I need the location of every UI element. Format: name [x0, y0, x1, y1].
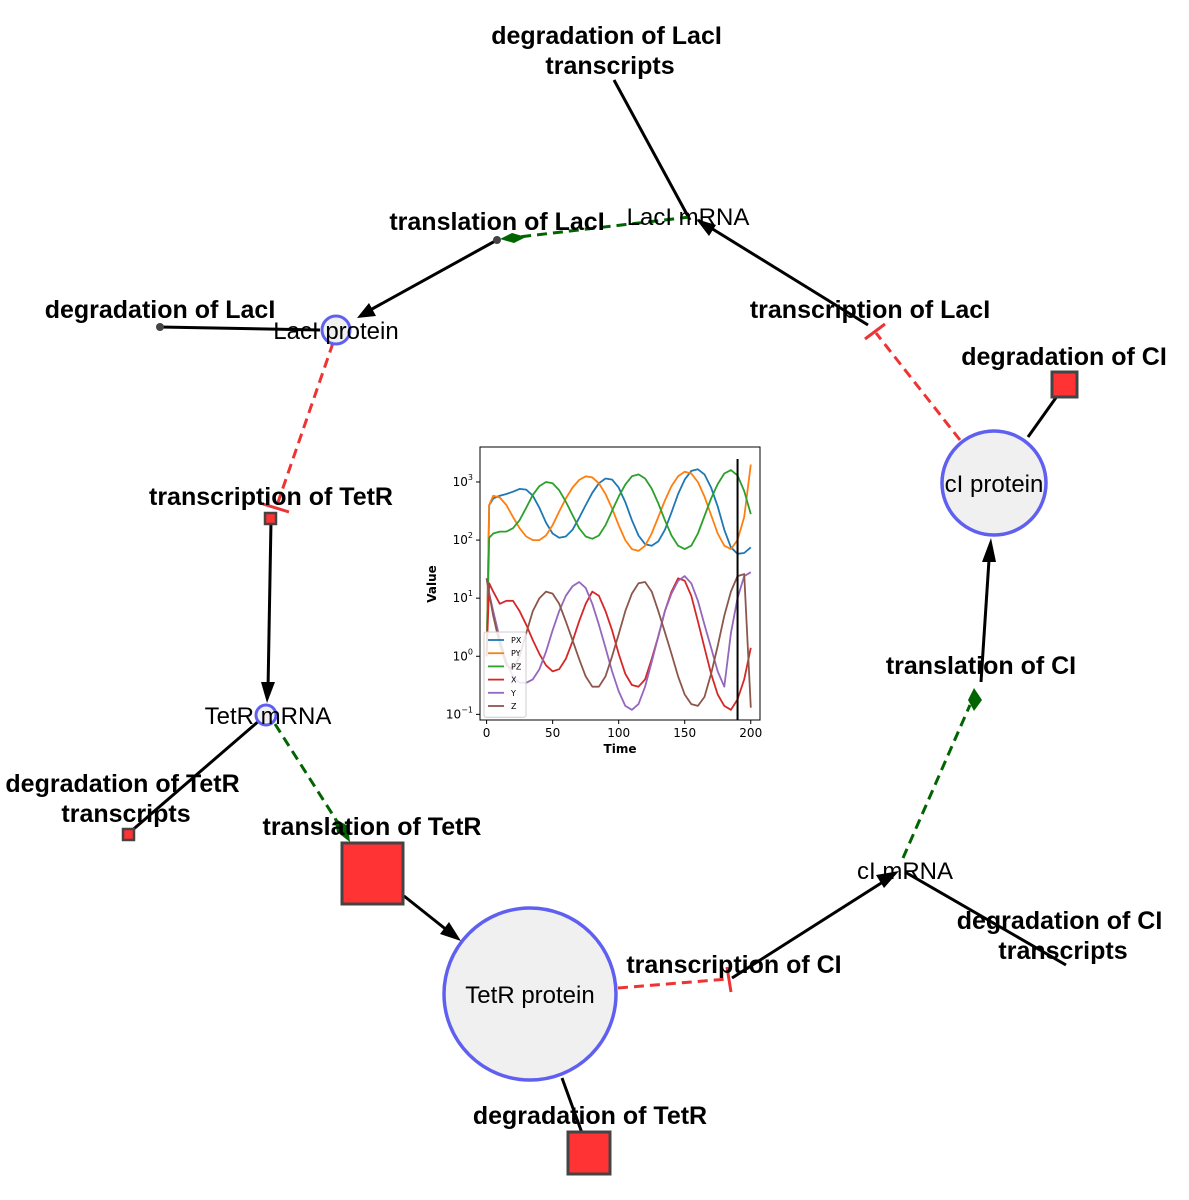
label-tetR-protein: TetR protein	[465, 982, 594, 1009]
legend-label-z: Z	[511, 702, 517, 711]
edge-deg-cI	[1026, 391, 1062, 438]
edge-tsc-tetR-arrowhead	[261, 682, 275, 703]
x-tick-label: 50	[545, 726, 560, 740]
label-trl-tetR: translation of TetR	[263, 813, 482, 841]
edge-trl-tetR-arrowhead	[440, 922, 461, 941]
legend-label-px: PX	[511, 636, 522, 645]
edge-deg-lacI	[159, 325, 321, 332]
label-deg-cI-transcripts: degradation of CI transcripts	[957, 907, 1170, 965]
species-node-lacI-protein[interactable]	[320, 314, 352, 346]
y-tick-label: 102	[453, 531, 473, 547]
y-tick-label: 101	[453, 589, 473, 605]
legend-label-y: Y	[510, 689, 516, 698]
label-cI-protein: cI protein	[945, 471, 1044, 498]
species-nodes	[254, 314, 1048, 1082]
edge-activation-cI-mrna-trl	[901, 704, 972, 859]
legend-label-x: X	[511, 676, 517, 685]
edge-deg-cI-transcripts	[904, 870, 1067, 967]
inhibition-bar-tetR	[262, 502, 290, 514]
series-line-pz	[485, 469, 752, 657]
inhibition-bar-lacI	[864, 322, 886, 341]
chart-y-axis-title: Value	[425, 565, 439, 603]
edge-trl-lacI-arrowhead	[357, 303, 376, 318]
edge-deg-lacI-transcripts	[612, 79, 692, 221]
x-tick-label: 100	[607, 726, 630, 740]
chart-legend: PX PY PZ XYZ	[483, 631, 527, 718]
edge-inhibition-tetR-protein-tsc-cI	[617, 977, 729, 990]
reaction-node-deg-tetR-transcripts[interactable]	[121, 827, 136, 842]
edge-tsc-cI-arrowhead	[876, 871, 899, 888]
edge-tsc-tetR-to-tetR-mrna	[266, 520, 273, 691]
activation-diamond-cI	[968, 688, 982, 711]
x-tick-label: 150	[673, 726, 696, 740]
label-deg-cI: degradation of CI	[961, 343, 1167, 371]
edge-trl-lacI-to-protein	[362, 238, 498, 316]
edge-trl-tetR-to-protein	[403, 894, 449, 933]
reaction-node-tsc-tetR[interactable]	[263, 511, 278, 526]
label-tsc-tetR: transcription of TetR	[149, 483, 393, 511]
edges	[128, 79, 1067, 1134]
inhibition-bar-cI	[725, 966, 733, 993]
labels: degradation of LacI transcripts translat…	[5, 22, 1170, 1130]
reaction-node-trl-lacI[interactable]	[493, 236, 501, 244]
label-trl-cI: translation of CI	[886, 652, 1076, 680]
chart-x-ticks: 0 50 100 150 200	[483, 720, 762, 740]
series-line-py	[485, 464, 752, 657]
label-tetR-mrna: TetR mRNA	[205, 703, 332, 730]
edge-deg-tetR-transcripts	[128, 718, 261, 835]
label-deg-tetR-transcripts: degradation of TetR transcripts	[5, 770, 246, 828]
y-tick-label: 103	[453, 473, 473, 489]
edge-inhibition-lacI-protein-tsc-tetR	[274, 342, 335, 509]
reaction-node-deg-tetR[interactable]	[566, 1130, 612, 1176]
chart-y-ticks: 10−1 100 101 102 103	[446, 473, 480, 721]
legend-label-pz: PZ	[511, 662, 522, 671]
label-tsc-lacI: transcription of LacI	[750, 296, 990, 324]
edge-activation-tetR-mrna-trl	[273, 723, 347, 835]
label-cI-mrna: cI mRNA	[857, 858, 953, 885]
y-tick-label: 10−1	[446, 705, 473, 721]
edge-deg-tetR	[560, 1077, 584, 1134]
label-deg-lacI-transcripts: degradation of LacI transcripts	[491, 22, 729, 80]
reaction-node-trl-tetR[interactable]	[340, 841, 405, 906]
edge-inhibition-cI-protein-tsc-lacI	[874, 332, 962, 441]
legend-label-py: PY	[511, 649, 521, 658]
label-trl-lacI: translation of LacI	[389, 208, 604, 236]
x-tick-label: 200	[739, 726, 762, 740]
reaction-nodes	[121, 236, 1079, 1176]
edge-trl-cI-to-protein	[979, 559, 991, 683]
activation-diamond-tetR	[334, 818, 350, 842]
species-node-tetR-protein[interactable]	[442, 906, 618, 1082]
edge-tsc-cI-to-cI-mrna	[731, 878, 887, 980]
reaction-node-deg-lacI[interactable]	[156, 323, 164, 331]
label-deg-lacI: degradation of LacI	[45, 296, 276, 324]
edge-tsc-lacI-arrowhead	[696, 219, 716, 236]
edge-trl-cI-arrowhead	[982, 538, 996, 562]
edge-tsc-lacI-to-lacI-mrna	[697, 218, 869, 327]
species-node-tetR-mrna[interactable]	[254, 703, 278, 727]
y-tick-label: 100	[453, 647, 473, 663]
species-node-cI-protein[interactable]	[940, 429, 1048, 537]
activation-diamond-lacI	[500, 233, 526, 243]
series-line-x	[485, 577, 752, 711]
series-line-px	[485, 468, 752, 657]
label-lacI-protein: LacI protein	[273, 318, 398, 345]
chart-x-axis-title: Time	[604, 742, 637, 756]
label-deg-tetR: degradation of TetR	[473, 1102, 707, 1130]
label-lacI-mrna: LacI mRNA	[627, 204, 750, 231]
edge-activation-lacI-mrna-trl	[509, 215, 691, 240]
reaction-node-deg-cI[interactable]	[1050, 370, 1079, 399]
label-tsc-cI: transcription of CI	[626, 951, 841, 979]
concentration-time-chart: 0 50 100 150 200 10−1 100 101 102 103 Time Value…	[425, 446, 762, 756]
x-tick-label: 0	[483, 726, 491, 740]
